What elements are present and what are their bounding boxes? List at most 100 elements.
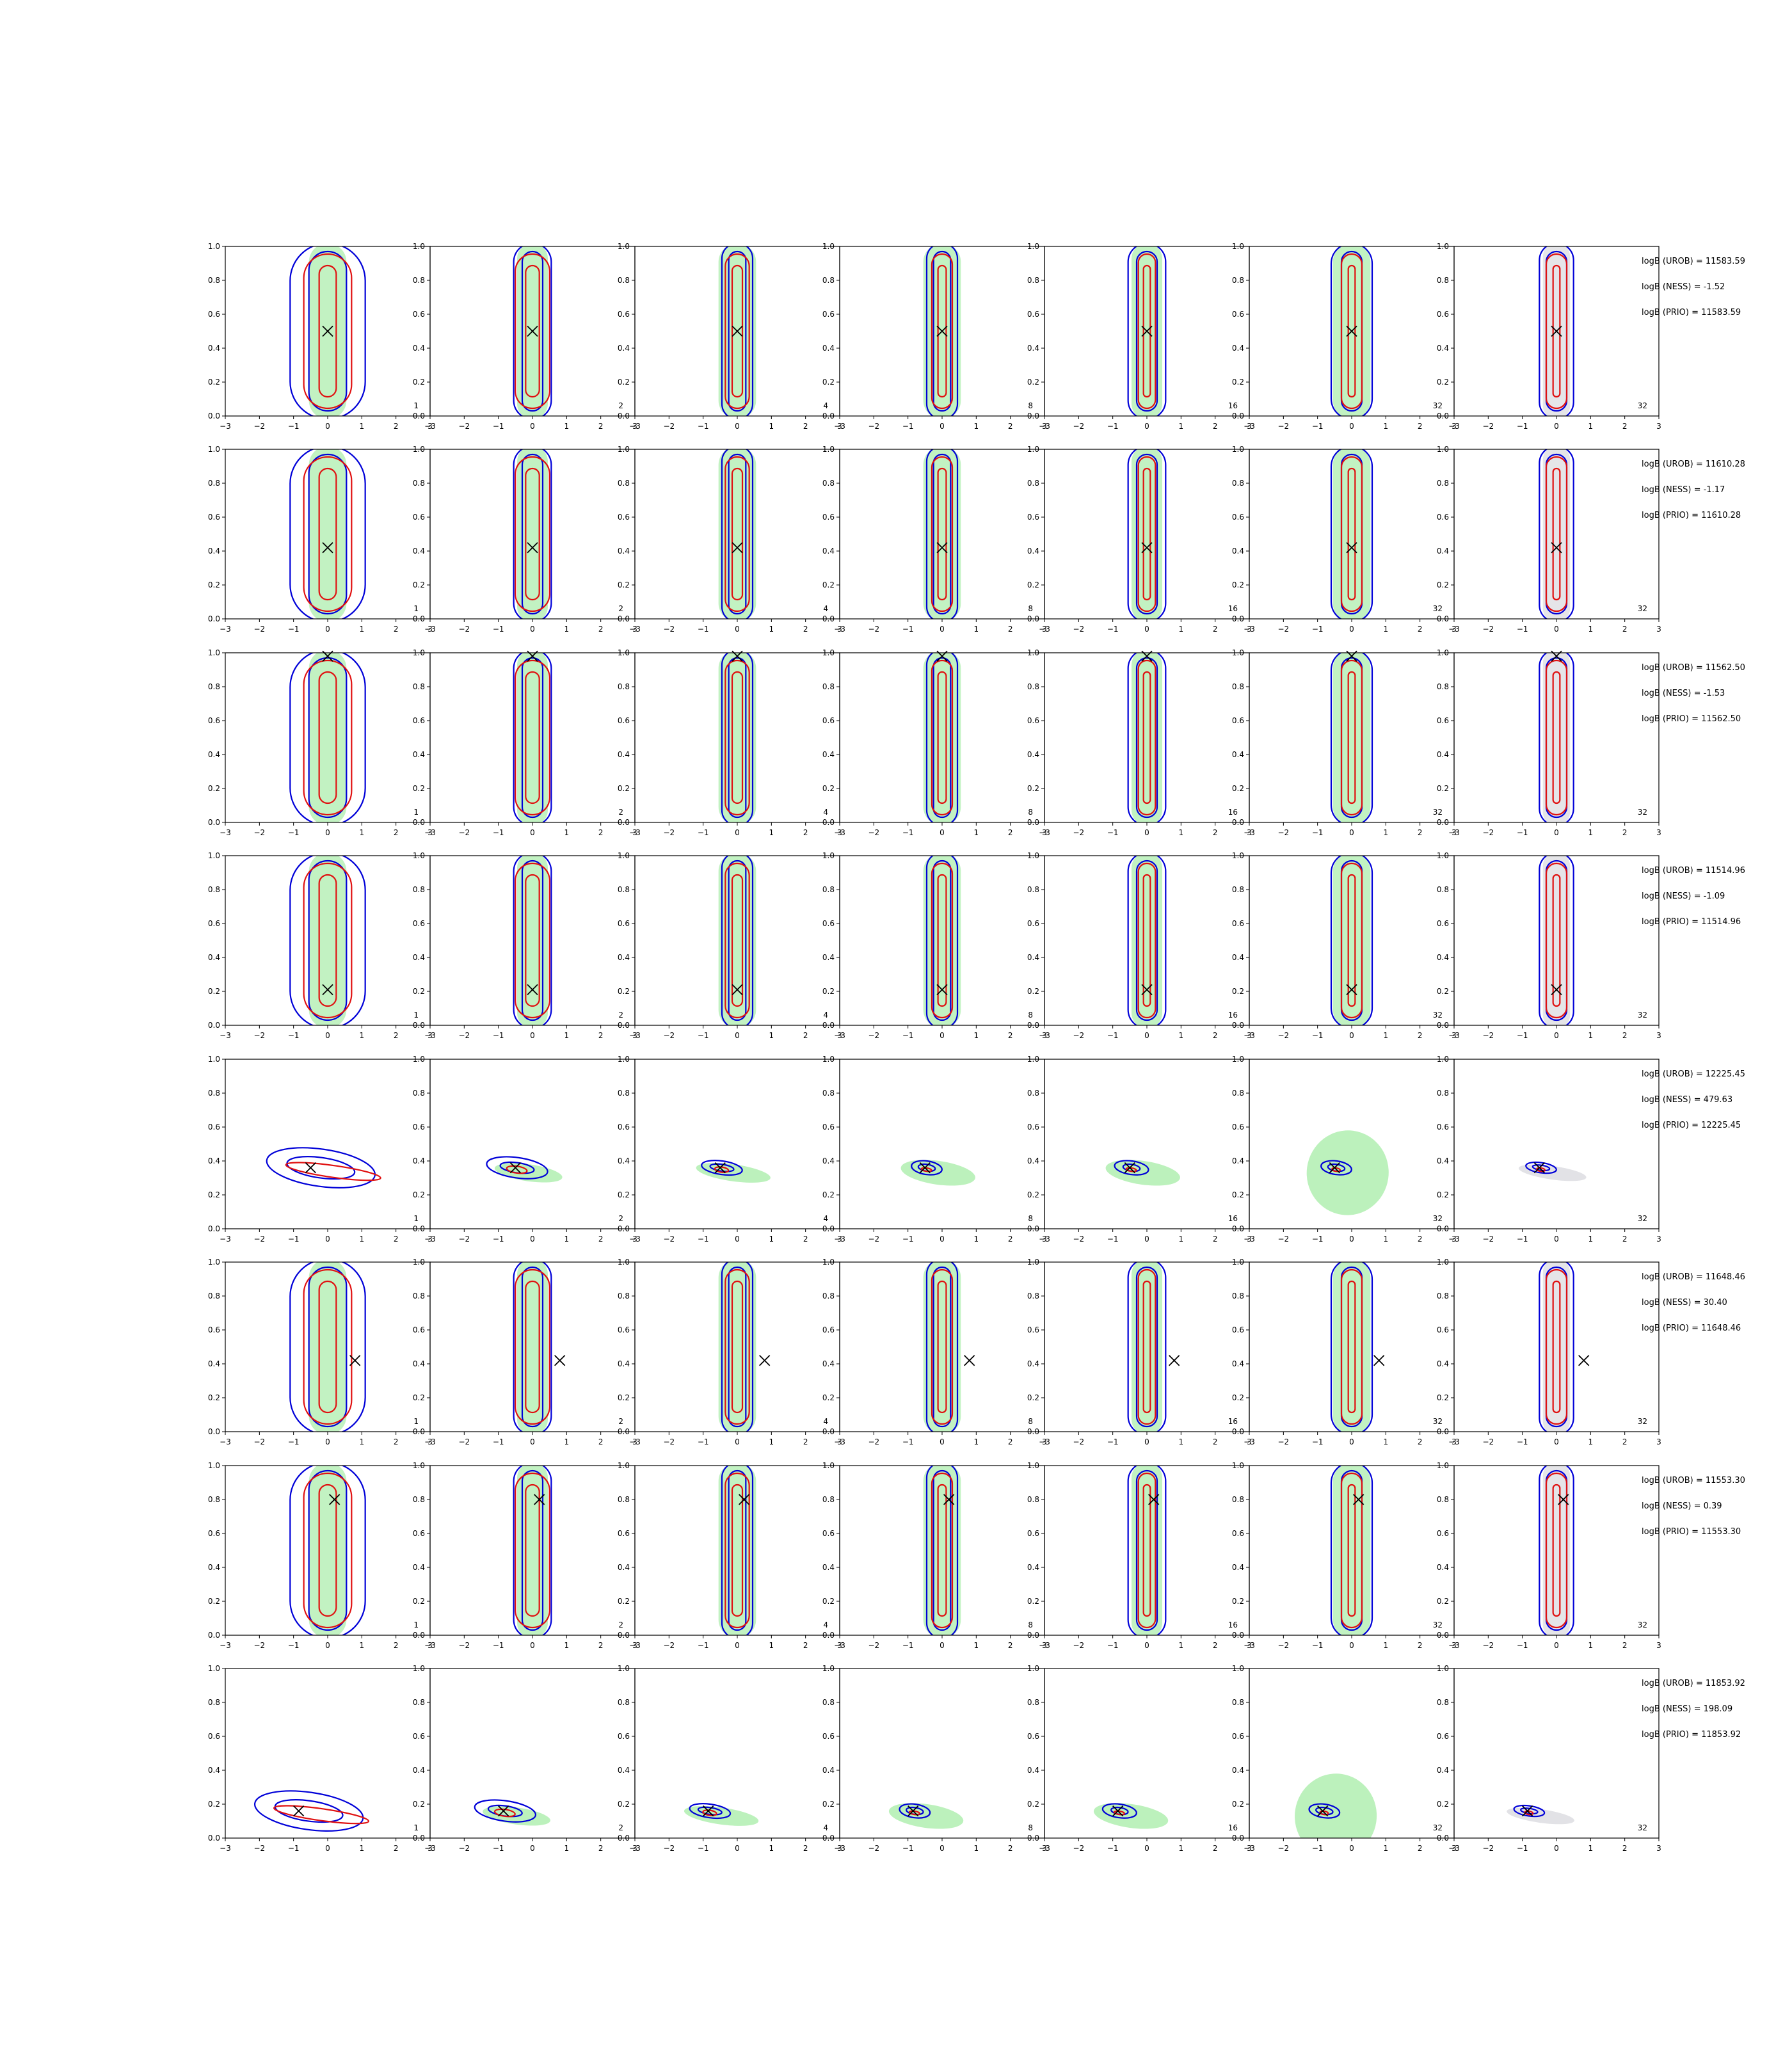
x-tick-label: 2 (1008, 422, 1013, 431)
x-tick-label: −2 (868, 1641, 879, 1650)
panel-corner-label: 2 (618, 401, 623, 410)
x-tick-label: 0 (735, 1641, 740, 1650)
x-tick-label: 3 (632, 1437, 637, 1446)
truth-marker (1558, 1494, 1569, 1505)
truth-marker (322, 325, 333, 337)
y-tick-label: 0.4 (1437, 1766, 1449, 1775)
red-contour-outer (1340, 1472, 1363, 1629)
x-tick-label: 3 (837, 422, 842, 431)
y-tick-label: 0.2 (1232, 1597, 1244, 1606)
y-tick-label: 0.8 (1027, 1698, 1039, 1707)
x-tick-label: 2 (803, 1437, 808, 1446)
y-tick-label: 0.4 (413, 344, 425, 353)
x-tick-label: −3 (1039, 1641, 1050, 1650)
red-contour-inner (1142, 264, 1151, 398)
row-stats-8: logB (UROB) = 11853.92 logB (NESS) = 198.… (1642, 1679, 1745, 1740)
x-tick-label: 0 (735, 625, 740, 634)
x-tick-label: 2 (1622, 1235, 1628, 1244)
panel-corner-label: 32 (1433, 604, 1443, 613)
x-tick-label: 3 (428, 1031, 433, 1040)
red-contour-inner (1142, 671, 1151, 804)
y-tick-label: 0.4 (1437, 1156, 1449, 1165)
y-tick-label: 1.0 (618, 1664, 630, 1673)
panel-r3-c3: −3 −2 −1 0 1 2 30.00.20.40.60.81.04 (618, 648, 842, 837)
y-tick-label: 0.8 (1437, 682, 1449, 691)
y-tick-label: 0.2 (618, 1800, 630, 1809)
y-tick-label: 0.2 (208, 1597, 220, 1606)
panel-corner-label: 16 (1228, 1011, 1238, 1020)
x-tick-label: 0 (940, 1641, 945, 1650)
truth-marker (732, 542, 743, 554)
y-tick-label: 0.6 (413, 310, 425, 319)
x-tick-label: 3 (632, 1844, 637, 1853)
x-tick-label: −1 (698, 1437, 709, 1446)
x-tick-label: 2 (1418, 625, 1423, 634)
panel-corner-label: 32 (1638, 604, 1647, 613)
x-tick-label: −1 (1107, 1641, 1119, 1650)
x-tick-label: 3 (837, 1235, 842, 1244)
x-tick-label: −2 (868, 625, 879, 634)
y-tick-label: 0.6 (1437, 1732, 1449, 1741)
x-tick-label: −2 (1277, 828, 1289, 837)
y-tick-label: 0.4 (1232, 1766, 1244, 1775)
y-tick-label: 0.6 (1232, 1123, 1244, 1132)
y-tick-label: 0.0 (1027, 1834, 1039, 1843)
panel-r4-c3: −3 −2 −1 0 1 2 30.00.20.40.60.81.04 (618, 851, 842, 1040)
red-contour-outer (1137, 456, 1156, 612)
x-tick-label: 1 (769, 1641, 774, 1650)
x-tick-label: −1 (698, 1641, 709, 1650)
x-tick-label: −1 (698, 1235, 709, 1244)
y-tick-label: 0.8 (413, 682, 425, 691)
y-tick-label: 0.0 (413, 1021, 425, 1030)
red-contour-outer (724, 659, 750, 816)
y-tick-label: 0.6 (413, 1123, 425, 1132)
x-tick-label: 2 (1008, 828, 1013, 837)
x-tick-label: 3 (632, 422, 637, 431)
x-tick-label: −1 (1312, 1641, 1324, 1650)
y-tick-label: 1.0 (1437, 445, 1449, 454)
x-tick-label: 0 (530, 1437, 535, 1446)
panel-corner-label: 2 (618, 1214, 623, 1223)
x-tick-label: 2 (1622, 1641, 1628, 1650)
panel-r8-c4: −3 −2 −1 0 1 2 30.00.20.40.60.81.08 (822, 1664, 1047, 1853)
blue-contour-outer (513, 1466, 552, 1635)
red-contour-inner (1142, 874, 1151, 1007)
y-tick-label: 0.4 (618, 953, 630, 962)
x-tick-label: 2 (1213, 1031, 1218, 1040)
y-tick-label: 0.4 (208, 1563, 220, 1572)
y-tick-label: 1.0 (822, 1258, 835, 1267)
x-tick-label: −3 (220, 1844, 231, 1853)
x-tick-label: 3 (632, 1031, 637, 1040)
blue-contour-outer (1127, 653, 1167, 822)
panel-r5-c6: −3 −2 −1 0 1 2 30.00.20.40.60.81.032 (1232, 1055, 1457, 1244)
y-tick-label: 0.2 (413, 987, 425, 996)
red-contour-outer (724, 1472, 750, 1629)
truth-marker (527, 325, 538, 337)
x-tick-label: 1 (564, 625, 570, 634)
x-tick-label: −1 (1312, 422, 1324, 431)
blue-contour-outer (721, 449, 754, 619)
x-tick-label: 2 (1418, 828, 1423, 837)
density-fill (1132, 1466, 1162, 1635)
x-tick-label: 0 (1349, 1844, 1354, 1853)
x-tick-label: 1 (974, 1641, 979, 1650)
y-tick-label: 0.6 (1027, 1732, 1039, 1741)
y-tick-label: 0.0 (618, 1224, 630, 1233)
y-tick-label: 0.4 (1027, 750, 1039, 759)
x-tick-label: 0 (1144, 1031, 1149, 1040)
x-tick-label: 0 (325, 1844, 330, 1853)
x-tick-label: −1 (1312, 625, 1324, 634)
x-tick-label: 1 (1384, 1031, 1389, 1040)
x-tick-label: 0 (1349, 625, 1354, 634)
red-contour-outer (1137, 862, 1156, 1019)
y-tick-label: 0.0 (208, 1224, 220, 1233)
x-tick-label: 0 (940, 625, 945, 634)
x-tick-label: 2 (1418, 1031, 1423, 1040)
panel-r7-c4: −3 −2 −1 0 1 2 30.00.20.40.60.81.08 (822, 1461, 1047, 1650)
density-fill (1105, 1160, 1180, 1186)
x-tick-label: 3 (428, 422, 433, 431)
x-tick-label: −3 (424, 1844, 436, 1853)
y-tick-label: 0.8 (208, 1292, 220, 1300)
y-tick-label: 0.4 (208, 1359, 220, 1368)
blue-contour-inner (286, 1156, 356, 1180)
